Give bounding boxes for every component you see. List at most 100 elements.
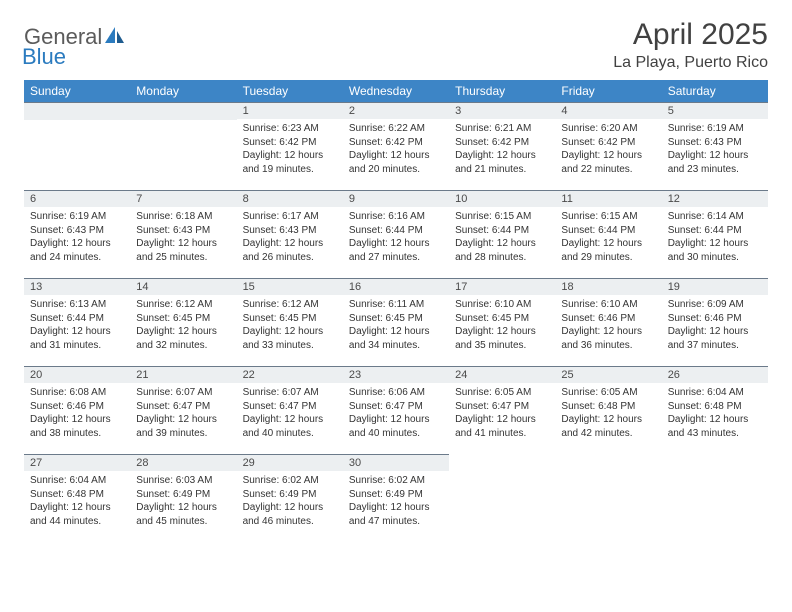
day-number: 15 — [237, 278, 343, 295]
day-number: 25 — [555, 366, 661, 383]
daylight-text: Daylight: 12 hours and 38 minutes. — [30, 413, 124, 440]
calendar-day-cell — [555, 454, 661, 542]
sunrise-text: Sunrise: 6:04 AM — [668, 386, 762, 400]
sunrise-text: Sunrise: 6:13 AM — [30, 298, 124, 312]
sunrise-text: Sunrise: 6:10 AM — [561, 298, 655, 312]
sunrise-text: Sunrise: 6:16 AM — [349, 210, 443, 224]
day-number: 14 — [130, 278, 236, 295]
calendar-day-cell: 8Sunrise: 6:17 AMSunset: 6:43 PMDaylight… — [237, 190, 343, 278]
daylight-text: Daylight: 12 hours and 40 minutes. — [243, 413, 337, 440]
day-number: 3 — [449, 102, 555, 119]
day-content: Sunrise: 6:10 AMSunset: 6:45 PMDaylight:… — [449, 295, 555, 355]
day-content: Sunrise: 6:15 AMSunset: 6:44 PMDaylight:… — [555, 207, 661, 267]
page-header: General April 2025 La Playa, Puerto Rico — [24, 18, 768, 72]
daylight-text: Daylight: 12 hours and 26 minutes. — [243, 237, 337, 264]
calendar-day-cell: 20Sunrise: 6:08 AMSunset: 6:46 PMDayligh… — [24, 366, 130, 454]
sunset-text: Sunset: 6:45 PM — [455, 312, 549, 326]
day-content: Sunrise: 6:12 AMSunset: 6:45 PMDaylight:… — [237, 295, 343, 355]
day-number: 7 — [130, 190, 236, 207]
month-title: April 2025 — [613, 18, 768, 52]
daylight-text: Daylight: 12 hours and 33 minutes. — [243, 325, 337, 352]
calendar-page: General April 2025 La Playa, Puerto Rico… — [0, 0, 792, 542]
day-number: 28 — [130, 454, 236, 471]
daylight-text: Daylight: 12 hours and 28 minutes. — [455, 237, 549, 264]
sunrise-text: Sunrise: 6:11 AM — [349, 298, 443, 312]
daylight-text: Daylight: 12 hours and 25 minutes. — [136, 237, 230, 264]
sunrise-text: Sunrise: 6:19 AM — [668, 122, 762, 136]
sunset-text: Sunset: 6:46 PM — [668, 312, 762, 326]
day-number: 20 — [24, 366, 130, 383]
sunrise-text: Sunrise: 6:06 AM — [349, 386, 443, 400]
day-header: Thursday — [449, 80, 555, 102]
calendar-day-cell: 19Sunrise: 6:09 AMSunset: 6:46 PMDayligh… — [662, 278, 768, 366]
sunrise-text: Sunrise: 6:18 AM — [136, 210, 230, 224]
daylight-text: Daylight: 12 hours and 32 minutes. — [136, 325, 230, 352]
day-content: Sunrise: 6:04 AMSunset: 6:48 PMDaylight:… — [24, 471, 130, 531]
sunset-text: Sunset: 6:47 PM — [349, 400, 443, 414]
daylight-text: Daylight: 12 hours and 41 minutes. — [455, 413, 549, 440]
day-content: Sunrise: 6:15 AMSunset: 6:44 PMDaylight:… — [449, 207, 555, 267]
sunrise-text: Sunrise: 6:14 AM — [668, 210, 762, 224]
calendar-day-cell — [24, 102, 130, 190]
calendar-day-cell: 5Sunrise: 6:19 AMSunset: 6:43 PMDaylight… — [662, 102, 768, 190]
day-content: Sunrise: 6:02 AMSunset: 6:49 PMDaylight:… — [343, 471, 449, 531]
calendar-body: 1Sunrise: 6:23 AMSunset: 6:42 PMDaylight… — [24, 102, 768, 542]
sunset-text: Sunset: 6:48 PM — [561, 400, 655, 414]
calendar-day-cell — [130, 102, 236, 190]
sunrise-text: Sunrise: 6:23 AM — [243, 122, 337, 136]
empty-day-header — [130, 102, 236, 120]
empty-day-header — [24, 102, 130, 120]
sunrise-text: Sunrise: 6:10 AM — [455, 298, 549, 312]
daylight-text: Daylight: 12 hours and 44 minutes. — [30, 501, 124, 528]
sunrise-text: Sunrise: 6:22 AM — [349, 122, 443, 136]
sunset-text: Sunset: 6:44 PM — [30, 312, 124, 326]
sunset-text: Sunset: 6:49 PM — [136, 488, 230, 502]
daylight-text: Daylight: 12 hours and 30 minutes. — [668, 237, 762, 264]
day-number: 21 — [130, 366, 236, 383]
calendar-day-cell: 26Sunrise: 6:04 AMSunset: 6:48 PMDayligh… — [662, 366, 768, 454]
calendar-day-cell: 27Sunrise: 6:04 AMSunset: 6:48 PMDayligh… — [24, 454, 130, 542]
day-number: 24 — [449, 366, 555, 383]
day-content: Sunrise: 6:21 AMSunset: 6:42 PMDaylight:… — [449, 119, 555, 179]
sunrise-text: Sunrise: 6:12 AM — [243, 298, 337, 312]
day-number: 11 — [555, 190, 661, 207]
title-block: April 2025 La Playa, Puerto Rico — [613, 18, 768, 72]
sunrise-text: Sunrise: 6:02 AM — [243, 474, 337, 488]
calendar-day-cell: 24Sunrise: 6:05 AMSunset: 6:47 PMDayligh… — [449, 366, 555, 454]
daylight-text: Daylight: 12 hours and 35 minutes. — [455, 325, 549, 352]
day-number: 23 — [343, 366, 449, 383]
day-content: Sunrise: 6:19 AMSunset: 6:43 PMDaylight:… — [662, 119, 768, 179]
calendar-day-cell: 12Sunrise: 6:14 AMSunset: 6:44 PMDayligh… — [662, 190, 768, 278]
day-number: 8 — [237, 190, 343, 207]
daylight-text: Daylight: 12 hours and 46 minutes. — [243, 501, 337, 528]
daylight-text: Daylight: 12 hours and 45 minutes. — [136, 501, 230, 528]
sunrise-text: Sunrise: 6:15 AM — [561, 210, 655, 224]
day-content: Sunrise: 6:16 AMSunset: 6:44 PMDaylight:… — [343, 207, 449, 267]
sunset-text: Sunset: 6:44 PM — [349, 224, 443, 238]
day-number: 16 — [343, 278, 449, 295]
day-content: Sunrise: 6:19 AMSunset: 6:43 PMDaylight:… — [24, 207, 130, 267]
day-content: Sunrise: 6:20 AMSunset: 6:42 PMDaylight:… — [555, 119, 661, 179]
calendar-week-row: 20Sunrise: 6:08 AMSunset: 6:46 PMDayligh… — [24, 366, 768, 454]
calendar-day-cell: 23Sunrise: 6:06 AMSunset: 6:47 PMDayligh… — [343, 366, 449, 454]
day-number: 1 — [237, 102, 343, 119]
sunrise-text: Sunrise: 6:19 AM — [30, 210, 124, 224]
day-number: 22 — [237, 366, 343, 383]
sunset-text: Sunset: 6:49 PM — [243, 488, 337, 502]
day-content: Sunrise: 6:11 AMSunset: 6:45 PMDaylight:… — [343, 295, 449, 355]
day-content: Sunrise: 6:09 AMSunset: 6:46 PMDaylight:… — [662, 295, 768, 355]
calendar-day-cell: 11Sunrise: 6:15 AMSunset: 6:44 PMDayligh… — [555, 190, 661, 278]
calendar-day-cell: 4Sunrise: 6:20 AMSunset: 6:42 PMDaylight… — [555, 102, 661, 190]
sunset-text: Sunset: 6:48 PM — [668, 400, 762, 414]
sunrise-text: Sunrise: 6:21 AM — [455, 122, 549, 136]
sunrise-text: Sunrise: 6:08 AM — [30, 386, 124, 400]
day-header: Friday — [555, 80, 661, 102]
daylight-text: Daylight: 12 hours and 37 minutes. — [668, 325, 762, 352]
day-number: 29 — [237, 454, 343, 471]
calendar-week-row: 1Sunrise: 6:23 AMSunset: 6:42 PMDaylight… — [24, 102, 768, 190]
calendar-day-cell: 2Sunrise: 6:22 AMSunset: 6:42 PMDaylight… — [343, 102, 449, 190]
daylight-text: Daylight: 12 hours and 47 minutes. — [349, 501, 443, 528]
sunset-text: Sunset: 6:43 PM — [136, 224, 230, 238]
day-content: Sunrise: 6:03 AMSunset: 6:49 PMDaylight:… — [130, 471, 236, 531]
sunrise-text: Sunrise: 6:07 AM — [136, 386, 230, 400]
